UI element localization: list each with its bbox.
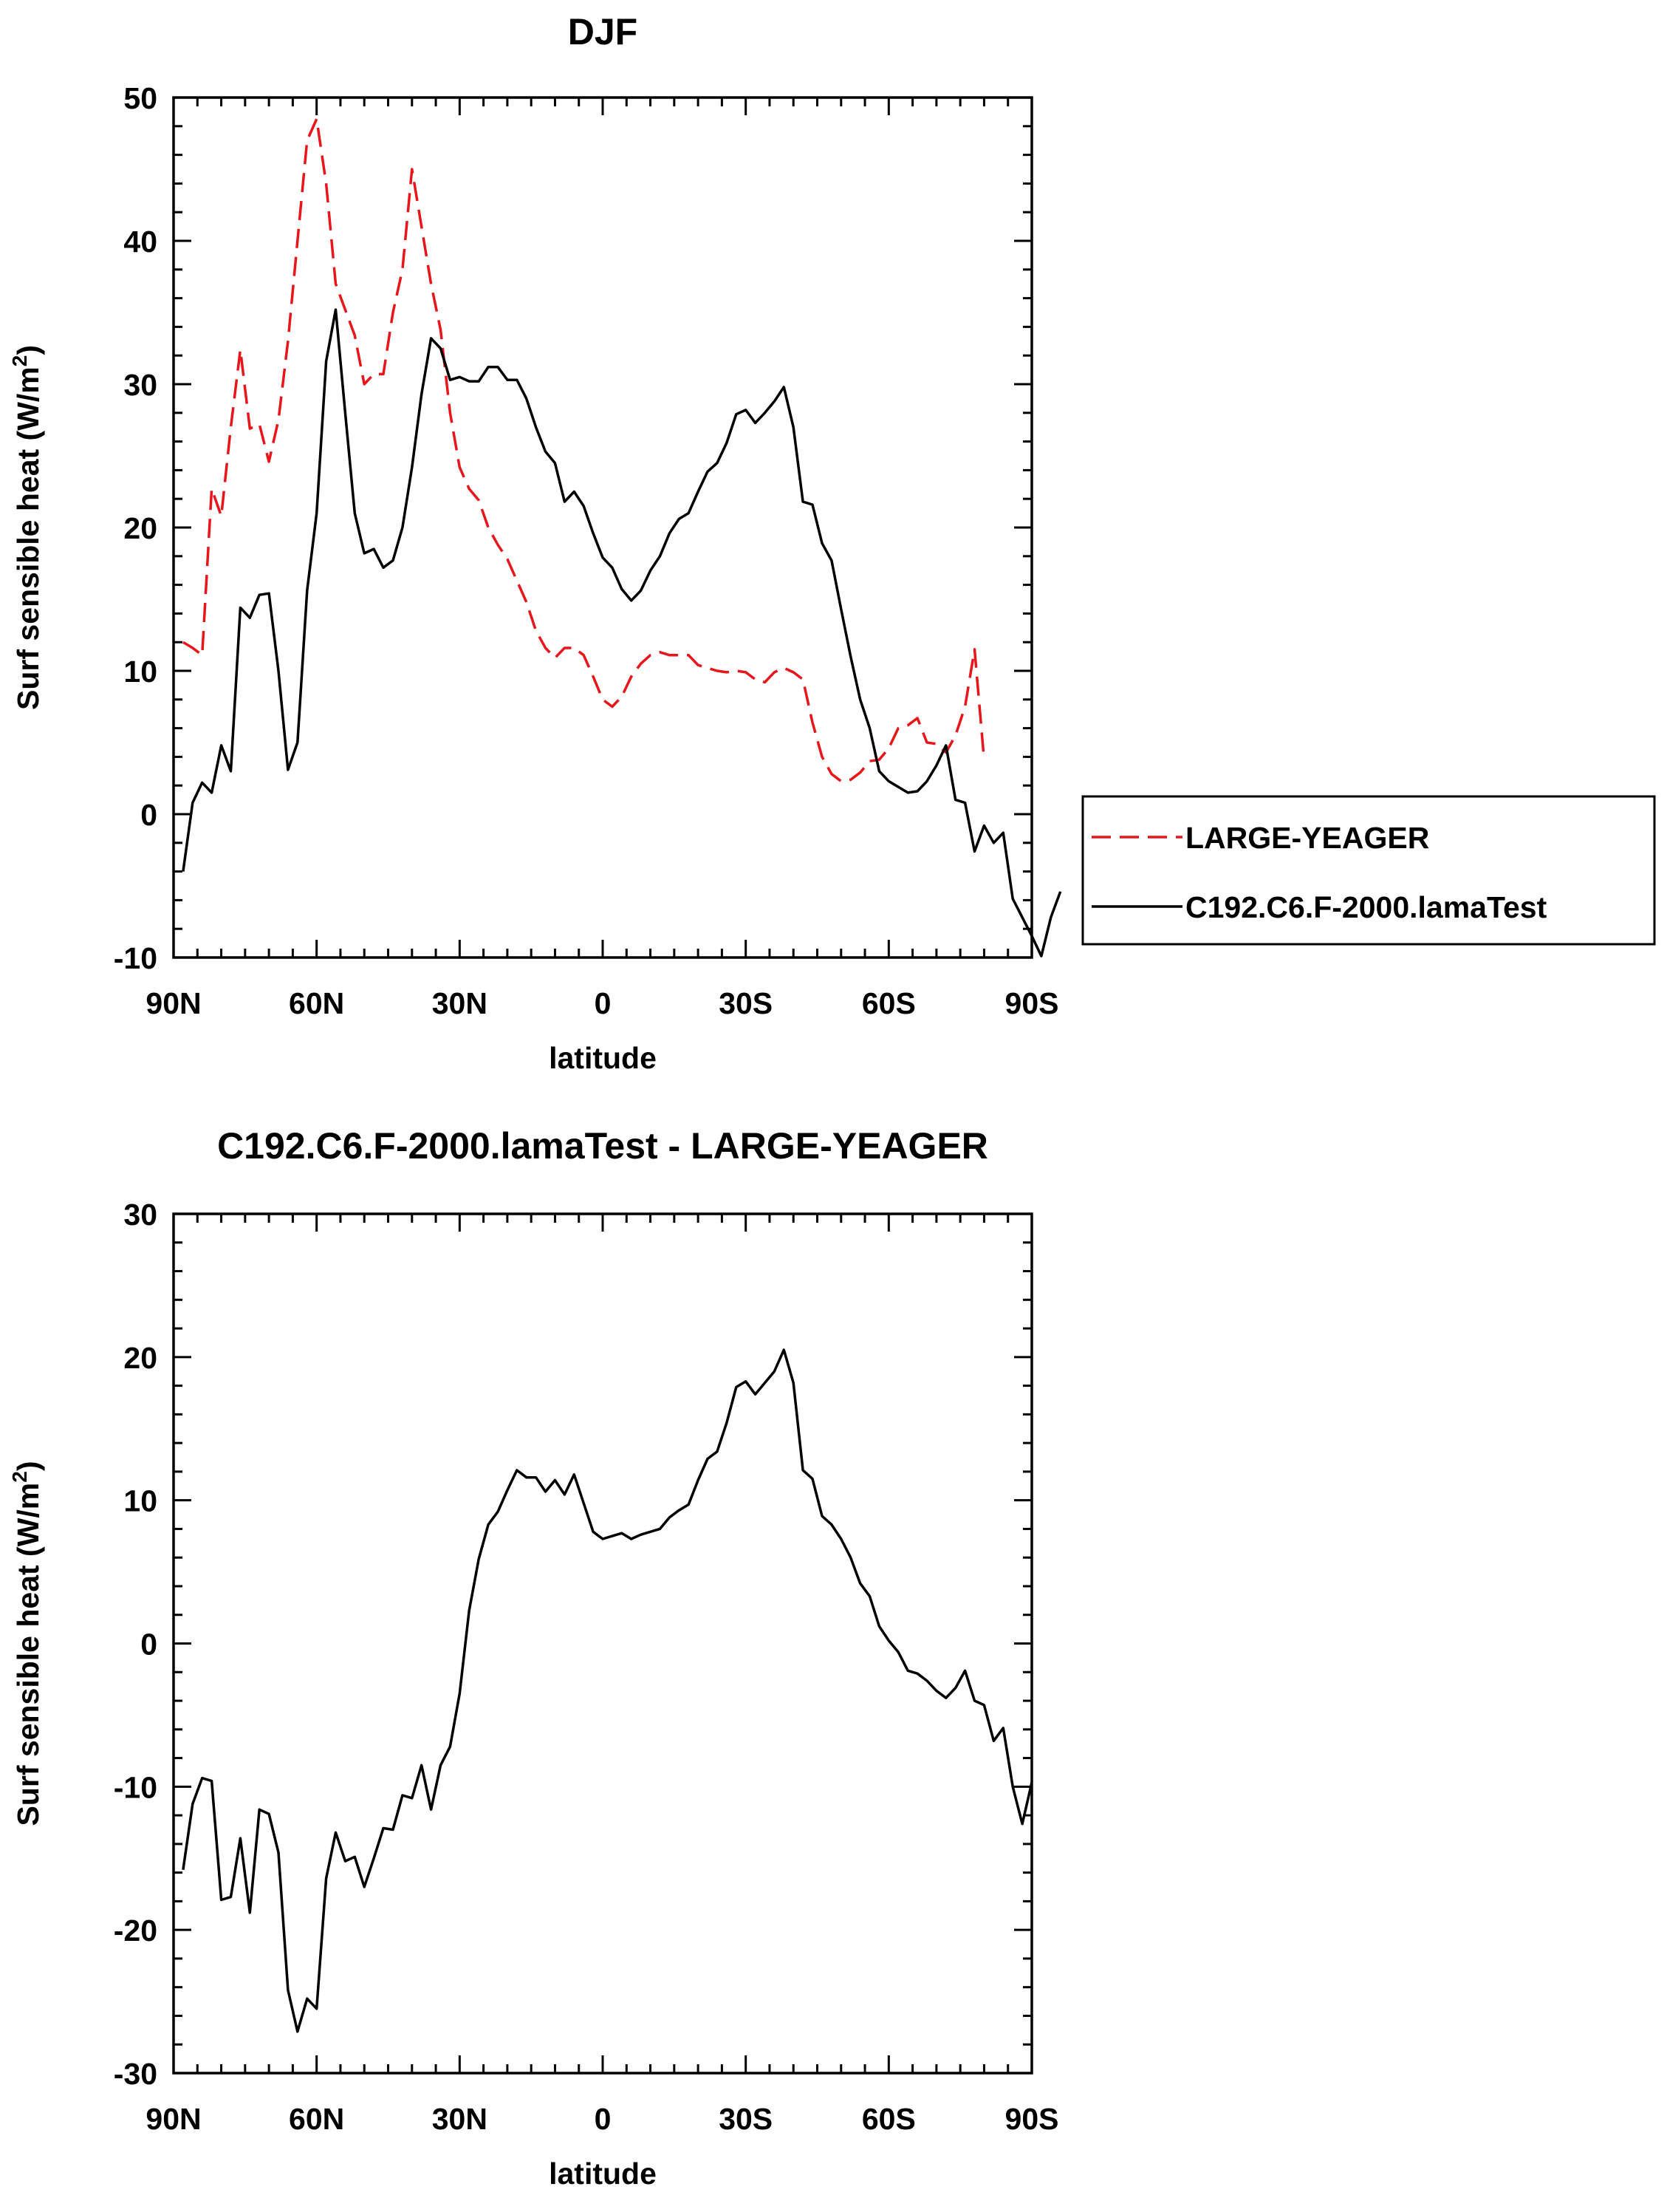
chart-title: C192.C6.F-2000.lamaTest - LARGE-YEAGER bbox=[217, 1125, 988, 1167]
x-tick-label: 60S bbox=[862, 2102, 916, 2136]
plot-frame bbox=[172, 96, 1033, 959]
x-tick-label: 90S bbox=[1005, 986, 1059, 1020]
y-axis-label-close: ) bbox=[11, 345, 45, 355]
y-tick-label: 10 bbox=[123, 655, 157, 689]
y-axis-label-close: ) bbox=[11, 1461, 45, 1472]
x-tick-label: 60N bbox=[289, 986, 344, 1020]
legend: LARGE-YEAGER C192.C6.F-2000.lamaTest bbox=[1081, 795, 1656, 946]
y-tick-label: -30 bbox=[114, 2057, 157, 2091]
y-tick-label: 30 bbox=[123, 368, 157, 402]
chart-title: DJF bbox=[568, 11, 637, 52]
x-tick-label: 60S bbox=[862, 986, 916, 1020]
x-axis-label: latitude bbox=[549, 2157, 657, 2191]
chart-difference: C192.C6.F-2000.lamaTest - LARGE-YEAGER 90… bbox=[8, 1125, 1058, 2191]
legend-entry: LARGE-YEAGER bbox=[1185, 821, 1429, 855]
legend-entry: C192.C6.F-2000.lamaTest bbox=[1185, 890, 1547, 924]
y-axis-label-superscript: 2 bbox=[8, 355, 31, 367]
y-axis-label-main: Surf sensible heat (W/m bbox=[11, 1483, 45, 1826]
x-tick-label: 60N bbox=[289, 2102, 344, 2136]
plot-frame bbox=[172, 1212, 1033, 2075]
x-tick-label: 30S bbox=[719, 986, 773, 1020]
y-tick-label: 40 bbox=[123, 225, 157, 259]
chart-djf: DJF 90N 60N 30N 0 30S 60S 90S -10 0 10 20 30 40 50 lati… bbox=[8, 11, 1062, 1075]
x-tick-label: 30N bbox=[432, 986, 487, 1020]
x-axis-label: latitude bbox=[549, 1041, 657, 1075]
x-tick-label: 30S bbox=[719, 2102, 773, 2136]
y-tick-label: 20 bbox=[123, 1341, 157, 1375]
x-tick-label: 0 bbox=[595, 986, 612, 1020]
x-tick-label: 90N bbox=[146, 986, 201, 1020]
y-tick-label: 30 bbox=[123, 1198, 157, 1232]
y-tick-label: 10 bbox=[123, 1484, 157, 1518]
x-tick-label: 90S bbox=[1005, 2102, 1059, 2136]
y-tick-label: 0 bbox=[140, 1628, 157, 1662]
y-tick-label: 0 bbox=[140, 798, 157, 832]
y-axis-label-main: Surf sensible heat (W/m bbox=[11, 366, 45, 710]
y-tick-label: -10 bbox=[114, 941, 157, 975]
x-tick-label: 0 bbox=[595, 2102, 612, 2136]
y-tick-label: 20 bbox=[123, 511, 157, 545]
y-axis-label: Surf sensible heat (W/m2) bbox=[8, 345, 45, 710]
y-axis-label: Surf sensible heat (W/m2) bbox=[8, 1461, 45, 1826]
series-line-difference bbox=[182, 1348, 1033, 2033]
y-tick-label: 50 bbox=[123, 81, 157, 115]
series-line-large-yeager bbox=[182, 117, 986, 783]
y-tick-label: -10 bbox=[114, 1770, 157, 1804]
x-tick-label: 30N bbox=[432, 2102, 487, 2136]
y-tick-label: -20 bbox=[114, 1914, 157, 1948]
series-line-c192-c6-f-2000-lamatest bbox=[182, 308, 1062, 957]
legend-box bbox=[1081, 795, 1656, 946]
y-axis-label-superscript: 2 bbox=[8, 1471, 31, 1483]
x-tick-label: 90N bbox=[146, 2102, 201, 2136]
